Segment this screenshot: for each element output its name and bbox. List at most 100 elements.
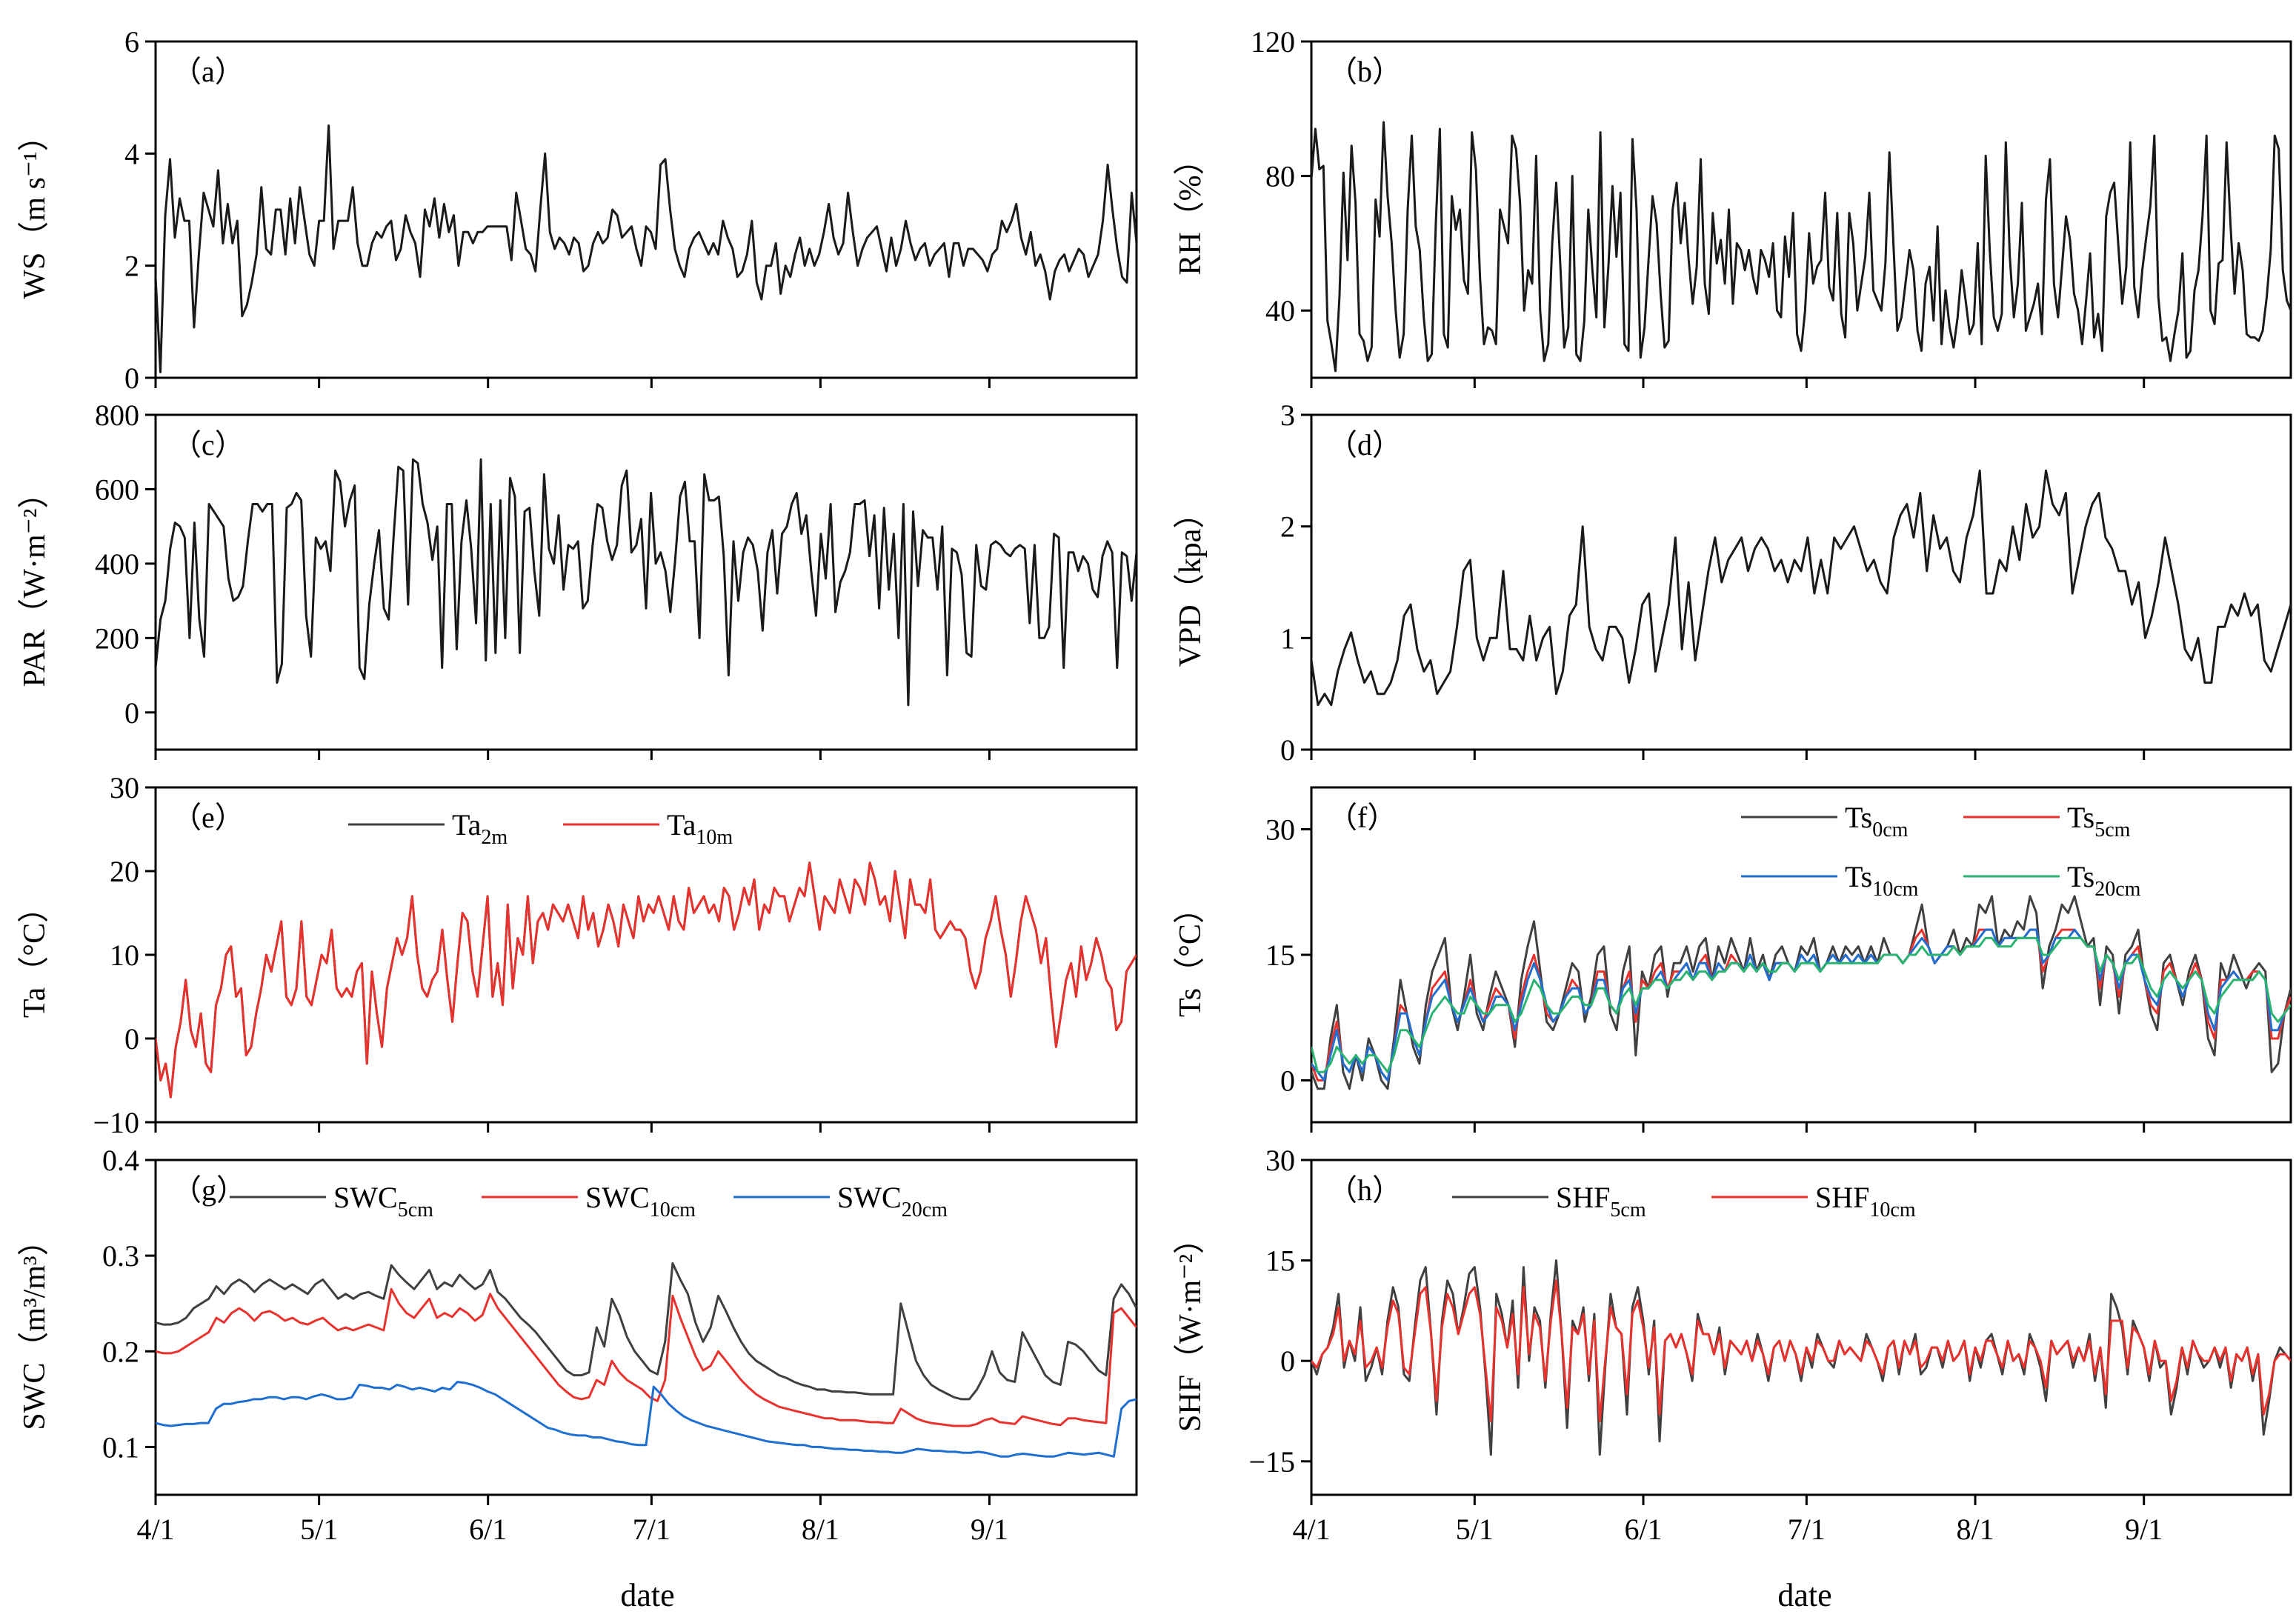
y-tick-label: 4 [124, 137, 139, 170]
legend-label: Ta10m [667, 808, 733, 849]
panel-label: （g） [172, 1173, 246, 1207]
y-tick-label: 120 [1251, 25, 1295, 59]
series-group [156, 861, 1137, 1099]
panel-label: （d） [1328, 428, 1402, 461]
legend-entry: SHF10cm [1711, 1181, 1916, 1221]
y-axis-title: SWC（m³/m³） [18, 1224, 52, 1430]
legend-label: Ts0cm [1845, 801, 1909, 841]
y-tick-label: 800 [95, 399, 139, 432]
y-tick-label: 2 [1280, 510, 1295, 544]
y-tick-label: 6 [124, 25, 139, 59]
y-tick-label: 30 [110, 771, 139, 804]
y-tick-label: 200 [95, 621, 139, 655]
y-axis-title: Ta（°C） [18, 892, 52, 1018]
y-axis-title: WS（m s⁻¹） [18, 120, 52, 299]
legend-entry: Ts0cm [1741, 801, 1909, 841]
panel-b: 40 80 120 RH（%） （b） [1174, 25, 2292, 388]
y-tick-label: 0 [124, 361, 139, 395]
panel-label: （e） [172, 801, 244, 834]
x-tick-label: 9/1 [2125, 1513, 2163, 1546]
plot-frame [154, 413, 1138, 751]
series-group [156, 1262, 1137, 1458]
x-axis-title-right: date [1777, 1577, 1831, 1613]
x-tick-label: 8/1 [802, 1513, 839, 1546]
y-tick-label: 600 [95, 473, 139, 506]
y-tick-label: 0.1 [102, 1430, 139, 1464]
series-line-s0 [1311, 121, 2291, 373]
y-tick-label: −10 [93, 1106, 139, 1139]
x-tick-label: 8/1 [1956, 1513, 1994, 1546]
panel-label: （h） [1328, 1173, 1402, 1207]
legend-entry: Ta2m [348, 808, 508, 849]
series-group [1311, 121, 2291, 373]
panel-a: 0 2 4 6 WS（m s⁻¹） （a） [18, 25, 1138, 395]
y-axis-title: VPD（kpa） [1174, 498, 1208, 667]
plot-frame [154, 40, 1138, 379]
panel-label: （c） [172, 428, 244, 461]
panel-h: −15 0 15 30 4/1 5/1 6/1 7/1 8/1 9/1 SHF（W·m⁻²） （h） S… [1174, 1144, 2292, 1546]
y-axis-title: PAR（W·m⁻²） [18, 478, 52, 687]
y-tick-label: 30 [1265, 1144, 1295, 1177]
series-line-Ts0cm [1311, 895, 2291, 1090]
series-line-Ts20cm [1311, 936, 2291, 1073]
x-tick-label: 5/1 [1456, 1513, 1494, 1546]
legend-label: Ta2m [452, 808, 508, 849]
x-tick-label: 5/1 [300, 1513, 338, 1546]
legend-label: SWC10cm [585, 1181, 696, 1221]
y-tick-label: 3 [1280, 399, 1295, 432]
legend-label: Ts10cm [1845, 860, 1919, 901]
x-tick-label: 7/1 [1788, 1513, 1826, 1546]
series-group [1311, 1259, 2291, 1456]
y-tick-label: 0 [124, 696, 139, 730]
y-tick-label: 400 [95, 547, 139, 581]
legend-entry: Ta10m [563, 808, 733, 849]
y-tick-label: 0 [1280, 733, 1295, 767]
panel-d: 0 1 2 3 VPD（kpa） （d） [1174, 399, 2292, 767]
legend-label: SHF5cm [1556, 1181, 1646, 1221]
legend-label: SHF10cm [1815, 1181, 1916, 1221]
plot-frame [1310, 413, 2292, 751]
legend-label: Ts5cm [2067, 801, 2131, 841]
x-tick-label: 6/1 [469, 1513, 507, 1546]
panel-label: （a） [172, 55, 244, 88]
series-line-SWC20cm [156, 1381, 1137, 1458]
y-axis-title: Ts（°C） [1174, 893, 1208, 1017]
series-line-SHF10cm [1311, 1279, 2291, 1423]
y-tick-label: 40 [1265, 294, 1295, 327]
series-line-Ta2m [156, 861, 1137, 1099]
y-axis-title: SHF（W·m⁻²） [1174, 1223, 1208, 1432]
panel-c: 0 200 400 600 800 PAR（W·m⁻²） （c） [18, 399, 1138, 760]
y-tick-label: 0 [1280, 1064, 1295, 1098]
series-group [156, 458, 1137, 707]
y-tick-label: 80 [1265, 160, 1295, 193]
series-group [1311, 895, 2291, 1090]
series-line-SWC5cm [156, 1262, 1137, 1401]
x-axis-title-left: date [620, 1577, 674, 1613]
plot-frame [1310, 1159, 2292, 1496]
series-line-Ts5cm [1311, 928, 2291, 1081]
y-tick-label: 15 [1265, 1244, 1295, 1278]
y-tick-label: 15 [1265, 939, 1295, 972]
series-line-Ta10m [156, 861, 1137, 1099]
y-tick-label: 0.2 [102, 1335, 139, 1368]
series-group [156, 124, 1137, 373]
panel-e: −10 0 10 20 30 Ta（°C） （e） Ta2m Ta10m [18, 771, 1138, 1139]
y-tick-label: 1 [1280, 621, 1295, 655]
series-group [1311, 469, 2291, 707]
x-tick-label: 7/1 [633, 1513, 671, 1546]
x-tick-label: 4/1 [1292, 1513, 1330, 1546]
series-line-SWC10cm [156, 1287, 1137, 1427]
legend-entry: SWC20cm [733, 1181, 948, 1221]
panel-label: （b） [1328, 55, 1402, 88]
series-line-SHF5cm [1311, 1259, 2291, 1456]
series-line-s0 [1311, 469, 2291, 707]
y-tick-label: 10 [110, 939, 139, 972]
y-tick-label: 0 [124, 1022, 139, 1056]
panel-label: （f） [1328, 801, 1397, 834]
legend-entry: Ts5cm [1963, 801, 2131, 841]
x-tick-label: 9/1 [971, 1513, 1008, 1546]
x-tick-label: 4/1 [136, 1513, 174, 1546]
y-tick-label: 0.3 [102, 1239, 139, 1273]
